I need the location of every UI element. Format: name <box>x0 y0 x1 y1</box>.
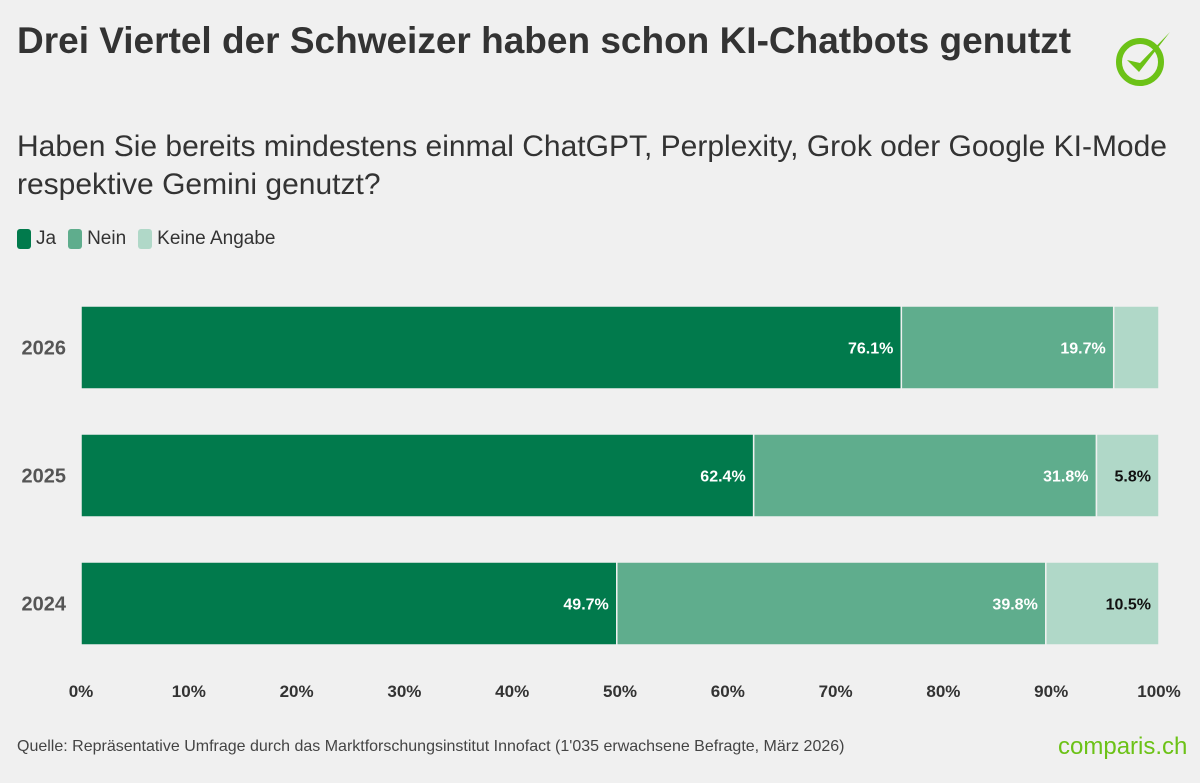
x-tick-label: 40% <box>495 682 529 701</box>
category-label: 2025 <box>22 466 67 488</box>
x-tick-label: 60% <box>711 682 745 701</box>
x-tick-label: 80% <box>926 682 960 701</box>
data-label: 49.7% <box>563 597 608 614</box>
category-label: 2024 <box>22 594 67 616</box>
data-label: 62.4% <box>700 469 745 486</box>
legend-swatch <box>138 229 153 249</box>
x-tick-label: 0% <box>69 682 94 701</box>
bar-segment <box>1112 305 1160 390</box>
legend-label: Ja <box>36 228 57 249</box>
chart-title: Drei Viertel der Schweizer haben schon K… <box>17 20 1072 61</box>
x-tick-label: 30% <box>387 682 421 701</box>
data-label: 5.8% <box>1115 469 1151 486</box>
legend-item: Nein <box>68 228 126 250</box>
category-label: 2026 <box>22 338 67 360</box>
x-tick-label: 10% <box>172 682 206 701</box>
x-tick-label: 100% <box>1137 682 1180 701</box>
data-label: 39.8% <box>992 597 1037 614</box>
legend-item: Keine Angabe <box>138 228 276 250</box>
chart-subtitle: Haben Sie bereits mindestens einmal Chat… <box>17 130 1167 201</box>
x-tick-label: 70% <box>819 682 853 701</box>
data-label: 19.7% <box>1060 341 1105 358</box>
legend: Ja Nein Keine Angabe <box>17 228 276 250</box>
data-label: 10.5% <box>1106 597 1151 614</box>
bar-segment <box>80 305 903 390</box>
bar-segment <box>616 561 1047 646</box>
legend-label: Keine Angabe <box>157 228 276 249</box>
legend-swatch <box>68 229 83 249</box>
x-tick-label: 50% <box>603 682 637 701</box>
bar-segment <box>80 561 618 646</box>
bar-segment <box>80 433 755 518</box>
x-tick-label: 90% <box>1034 682 1068 701</box>
bar-segment <box>1045 561 1160 646</box>
legend-item: Ja <box>17 228 56 250</box>
brand-logo: comparis.ch <box>1058 733 1188 760</box>
bar-segment <box>752 433 1098 518</box>
legend-label: Nein <box>87 228 127 249</box>
source-note: Quelle: Repräsentative Umfrage durch das… <box>17 738 845 755</box>
check-circle-icon <box>1116 32 1170 86</box>
data-label: 31.8% <box>1043 469 1088 486</box>
bar-segment <box>900 305 1115 390</box>
bar-segment <box>1095 433 1160 518</box>
data-label: 76.1% <box>848 341 893 358</box>
x-tick-label: 20% <box>280 682 314 701</box>
legend-swatch <box>17 229 31 249</box>
